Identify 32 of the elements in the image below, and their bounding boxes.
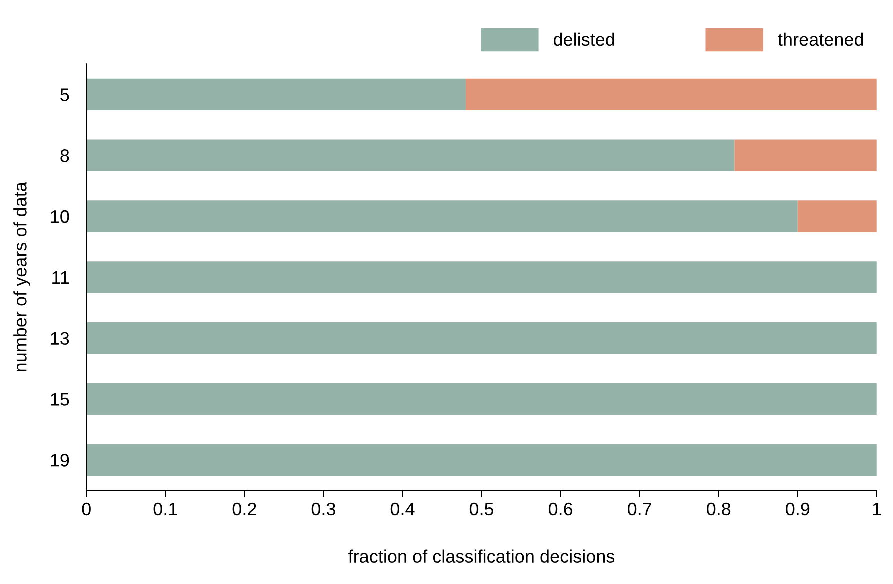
x-tick-label: 0.1 xyxy=(154,502,178,516)
y-axis-title: number of years of data xyxy=(14,182,30,372)
bar xyxy=(86,140,735,172)
x-tick-label: 0.6 xyxy=(548,502,573,516)
x-axis-title: fraction of classification decisions xyxy=(348,550,615,564)
x-tick-label: 0.2 xyxy=(232,502,256,516)
bar xyxy=(86,262,877,294)
x-tick-label: 0.3 xyxy=(312,502,336,516)
y-tick-label: 13 xyxy=(51,332,70,346)
y-tick-label: 5 xyxy=(60,88,70,102)
x-tick-label: 0.4 xyxy=(390,502,415,516)
x-tick-label: 0.8 xyxy=(707,502,731,516)
bar xyxy=(466,78,877,111)
bar xyxy=(86,78,466,111)
x-tick-label: 0.9 xyxy=(786,502,810,516)
bar xyxy=(86,444,877,476)
bar xyxy=(86,383,877,416)
y-tick-label: 19 xyxy=(51,454,70,467)
legend-label: delisted xyxy=(554,32,614,46)
x-tick-label: 0.5 xyxy=(470,502,494,516)
bar xyxy=(798,200,877,232)
y-tick-label: 15 xyxy=(51,393,70,406)
bar xyxy=(86,322,877,354)
bar xyxy=(734,140,877,172)
y-tick-label: 11 xyxy=(52,272,70,284)
x-tick-label: 0 xyxy=(82,502,91,516)
x-tick-label: 1 xyxy=(873,503,882,516)
legend-label: threatened xyxy=(778,32,864,46)
y-tick-label: 8 xyxy=(60,150,70,162)
x-tick-label: 0.7 xyxy=(628,502,652,516)
y-tick-label: 10 xyxy=(51,210,70,224)
bar xyxy=(86,200,798,232)
